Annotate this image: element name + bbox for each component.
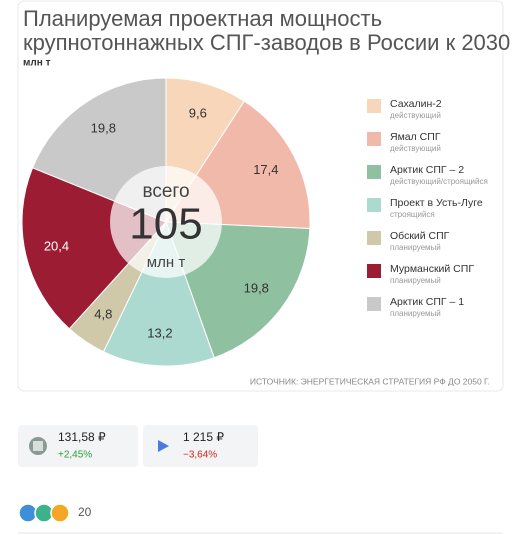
ticker-price: 131,58 ₽ bbox=[58, 430, 106, 444]
legend-note: действующий bbox=[390, 111, 441, 120]
ticker-icon bbox=[33, 441, 43, 451]
legend-swatch bbox=[367, 198, 381, 212]
ticker-change: −3,64% bbox=[183, 450, 217, 461]
value-label: 9,6 bbox=[189, 106, 207, 121]
legend-label: Арктик СПГ – 2 bbox=[390, 164, 464, 176]
chart-subtitle: млн т bbox=[23, 58, 51, 69]
chart-title: крупнотоннажных СПГ-заводов в России к 2… bbox=[23, 30, 517, 55]
legend-swatch bbox=[367, 231, 381, 245]
reaction-count: 20 bbox=[78, 505, 92, 519]
reaction-icon[interactable] bbox=[50, 503, 70, 523]
legend-note: действующий bbox=[390, 144, 441, 153]
ticker-icon bbox=[158, 440, 169, 452]
value-label: 19,8 bbox=[244, 280, 269, 295]
legend-swatch bbox=[367, 297, 381, 311]
legend-label: Сахалин-2 bbox=[390, 98, 442, 110]
center-disc bbox=[110, 166, 222, 278]
legend-label: Арктик СПГ – 1 bbox=[390, 296, 464, 308]
legend-note: действующий/строящийся bbox=[390, 177, 488, 186]
pie-slice bbox=[102, 220, 215, 367]
chart-title: Планируемая проектная мощность bbox=[23, 6, 382, 31]
value-label: 13,2 bbox=[147, 326, 172, 341]
center-total: 105 bbox=[129, 200, 202, 249]
value-label: 17,4 bbox=[253, 162, 278, 177]
source: ИСТОЧНИК: ЭНЕРГЕТИЧЕСКАЯ СТРАТЕГИЯ РФ ДО… bbox=[250, 376, 490, 386]
legend-label: Ямал СПГ bbox=[390, 131, 441, 143]
legend-note: строящийся bbox=[390, 210, 435, 219]
center-label: всего bbox=[142, 181, 189, 202]
ticker-card[interactable] bbox=[143, 425, 258, 467]
legend-swatch bbox=[367, 264, 381, 278]
legend-label: Мурманский СПГ bbox=[390, 263, 474, 275]
ticker-price: 1 215 ₽ bbox=[183, 430, 224, 444]
legend-swatch bbox=[367, 165, 381, 179]
ticker-card[interactable] bbox=[18, 425, 138, 467]
legend-label: Обский СПГ bbox=[390, 230, 450, 242]
center-label: млн т bbox=[147, 254, 186, 271]
legend-note: планируемый bbox=[390, 243, 441, 252]
value-label: 20,4 bbox=[44, 238, 69, 253]
value-label: 4,8 bbox=[94, 307, 112, 322]
legend-note: планируемый bbox=[390, 309, 441, 318]
legend-note: планируемый bbox=[390, 276, 441, 285]
ticker-change: +2,45% bbox=[58, 450, 92, 461]
legend-swatch bbox=[367, 132, 381, 146]
value-label: 19,8 bbox=[91, 120, 116, 135]
legend-label: Проект в Усть-Луге bbox=[390, 197, 483, 209]
legend-swatch bbox=[367, 99, 381, 113]
